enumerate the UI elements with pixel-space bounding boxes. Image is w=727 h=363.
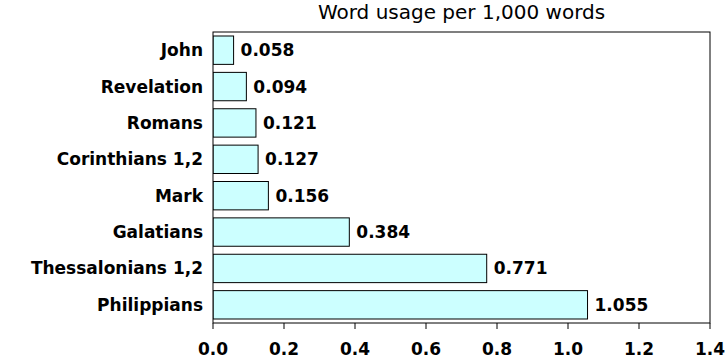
chart-container: Word usage per 1,000 words 0.0 0.2 0.4 0.6 0.… bbox=[0, 0, 727, 363]
tick-mark bbox=[568, 323, 569, 329]
category-label: Mark bbox=[155, 186, 204, 206]
category-label: Thessalonians 1,2 bbox=[31, 258, 203, 278]
data-label: 0.127 bbox=[265, 149, 319, 169]
tick-mark bbox=[213, 323, 214, 329]
tick-mark bbox=[355, 323, 356, 329]
data-label: 0.771 bbox=[494, 258, 548, 278]
category-label: Galatians bbox=[113, 222, 203, 242]
plot-frame bbox=[213, 32, 710, 323]
tick-mark bbox=[639, 323, 640, 329]
tick-label: 0.4 bbox=[340, 339, 370, 359]
chart-title: Word usage per 1,000 words bbox=[318, 0, 605, 24]
tick-mark bbox=[284, 323, 285, 329]
category-label: Philippians bbox=[97, 295, 203, 315]
bars bbox=[213, 36, 588, 319]
tick-mark bbox=[426, 323, 427, 329]
bar bbox=[213, 182, 268, 210]
bar bbox=[213, 291, 588, 319]
category-label: Corinthians 1,2 bbox=[57, 149, 203, 169]
labels: 0.058 John 0.094 Revelation 0.121 Romans 0.127… bbox=[31, 40, 648, 315]
tick-label: 0.8 bbox=[482, 339, 512, 359]
tick-label: 1.4 bbox=[695, 339, 725, 359]
category-label: John bbox=[160, 40, 203, 60]
tick-mark bbox=[710, 323, 711, 329]
bar bbox=[213, 218, 349, 246]
bar bbox=[213, 72, 246, 100]
bar bbox=[213, 36, 234, 64]
bar bbox=[213, 145, 258, 173]
chart-svg: Word usage per 1,000 words 0.0 0.2 0.4 0.6 0.… bbox=[0, 0, 727, 363]
data-label: 0.384 bbox=[356, 222, 410, 242]
category-label: Revelation bbox=[101, 77, 203, 97]
tick-mark bbox=[497, 323, 498, 329]
data-label: 1.055 bbox=[595, 295, 649, 315]
tick-label: 0.2 bbox=[269, 339, 299, 359]
bar bbox=[213, 254, 487, 282]
data-label: 0.121 bbox=[263, 113, 317, 133]
tick-label: 1.0 bbox=[553, 339, 583, 359]
bar bbox=[213, 109, 256, 137]
tick-label: 1.2 bbox=[624, 339, 654, 359]
data-label: 0.058 bbox=[241, 40, 295, 60]
category-label: Romans bbox=[127, 113, 203, 133]
tick-label: 0.0 bbox=[198, 339, 228, 359]
data-label: 0.156 bbox=[275, 186, 329, 206]
data-label: 0.094 bbox=[253, 77, 307, 97]
tick-label: 0.6 bbox=[411, 339, 441, 359]
